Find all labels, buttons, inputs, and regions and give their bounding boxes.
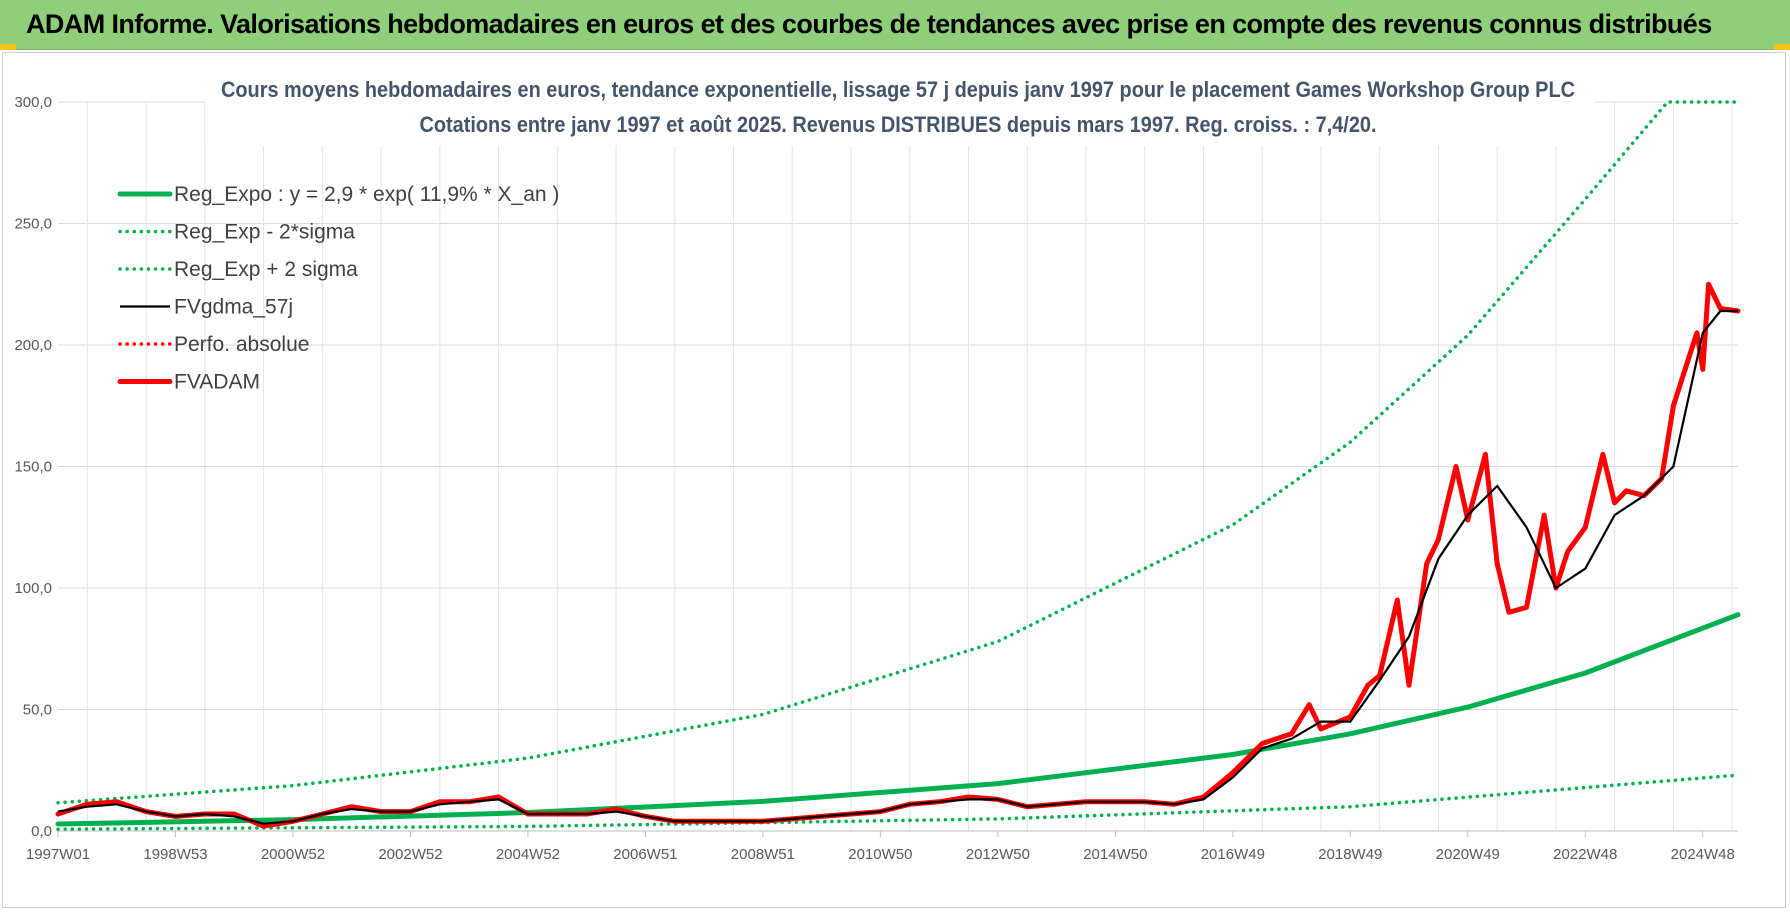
legend-label: Reg_Exp - 2*sigma — [174, 221, 355, 244]
chart-frame — [2, 52, 1786, 908]
x-tick-label: 2020W49 — [1436, 846, 1500, 863]
chart-title-line2: Cotations entre janv 1997 et août 2025. … — [420, 112, 1377, 137]
report-title: ADAM Informe. Valorisations hebdomadaire… — [26, 9, 1712, 39]
report-banner: ADAM Informe. Valorisations hebdomadaire… — [0, 0, 1790, 50]
x-tick-label: 2018W49 — [1318, 846, 1382, 863]
x-tick-label: 2012W50 — [966, 846, 1030, 863]
corner-mark-left — [0, 44, 16, 50]
x-tick-label: 2014W50 — [1083, 846, 1147, 863]
x-tick-label: 2000W52 — [261, 846, 325, 863]
chart-title-line1: Cours moyens hebdomadaires en euros, ten… — [221, 77, 1575, 102]
y-axis-ticks: 0,0 50,0 100,0 150,0 200,0 250,0 300,0 — [14, 94, 52, 840]
legend-label: Perfo. absolue — [174, 333, 309, 356]
series-line-5 — [55, 281, 1741, 829]
legend-label: FVADAM — [174, 371, 260, 394]
series-line-3 — [57, 309, 1738, 825]
legend-label: Reg_Exp + 2 sigma — [174, 258, 358, 281]
series-line-1 — [56, 773, 1740, 831]
x-tick-label: 2024W48 — [1671, 846, 1735, 863]
legend-label: Reg_Expo : y = 2,9 * exp( 11,9% * X_an ) — [174, 183, 559, 206]
x-tick-label: 2010W50 — [848, 846, 912, 863]
corner-mark-right — [1774, 44, 1790, 50]
x-tick-label: 2008W51 — [731, 846, 795, 863]
legend: Reg_Expo : y = 2,9 * exp( 11,9% * X_an )… — [117, 183, 559, 394]
y-tick-label: 150,0 — [14, 459, 52, 476]
x-tick-label: 2002W52 — [378, 846, 442, 863]
x-axis-ticks: 1997W01 1998W53 2000W52 2002W52 2004W52 2006W… — [26, 846, 1735, 863]
y-tick-label: 0,0 — [31, 823, 52, 840]
x-tick-label: 2006W51 — [613, 846, 677, 863]
x-tick-label: 2004W52 — [496, 846, 560, 863]
x-tick-label: 2022W48 — [1553, 846, 1617, 863]
series-line-2 — [56, 100, 1740, 805]
y-tick-label: 200,0 — [14, 337, 52, 354]
x-tick-label: 1997W01 — [26, 846, 90, 863]
legend-label: FVgdma_57j — [174, 296, 293, 319]
x-tick-label: 1998W53 — [143, 846, 207, 863]
y-tick-label: 100,0 — [14, 580, 52, 597]
chart-series — [55, 100, 1741, 831]
y-tick-label: 50,0 — [23, 702, 52, 719]
chart-title-background — [205, 68, 1595, 146]
x-tick-label: 2016W49 — [1201, 846, 1265, 863]
y-tick-label: 250,0 — [14, 216, 52, 233]
y-tick-label: 300,0 — [14, 94, 52, 111]
series-line-0 — [55, 612, 1741, 827]
